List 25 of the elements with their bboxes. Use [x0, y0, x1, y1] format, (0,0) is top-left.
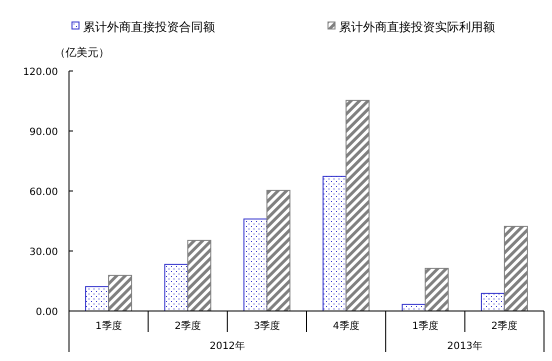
- bar: [187, 240, 212, 312]
- y-tick-label: 0.00: [36, 307, 58, 318]
- bar: [108, 274, 132, 312]
- bar: [85, 286, 110, 312]
- x-tick-label: 1季度: [412, 320, 438, 332]
- y-tick-label: 60.00: [29, 187, 58, 198]
- bar: [424, 268, 449, 312]
- y-tick-label: 30.00: [29, 247, 58, 258]
- bar: [504, 226, 528, 312]
- x-tick-label: 4季度: [332, 320, 360, 332]
- bar: [266, 190, 290, 312]
- x-tick-label: 3季度: [254, 320, 280, 332]
- x-tick-label: 2季度: [174, 320, 201, 332]
- bar: [322, 176, 347, 312]
- bar: [243, 218, 268, 312]
- text: 2013年: [447, 340, 483, 352]
- y-tick-label: 120.00: [23, 67, 58, 78]
- bar: [346, 100, 370, 312]
- bar: [164, 264, 188, 312]
- x-tick-label: 2季度: [491, 320, 518, 332]
- bar: [480, 292, 505, 312]
- x-tick-label: 1季度: [95, 320, 122, 332]
- y-tick-label: 90.00: [29, 127, 58, 138]
- y-axis-title: （亿美元）: [54, 46, 110, 59]
- text: 2012年: [210, 340, 246, 352]
